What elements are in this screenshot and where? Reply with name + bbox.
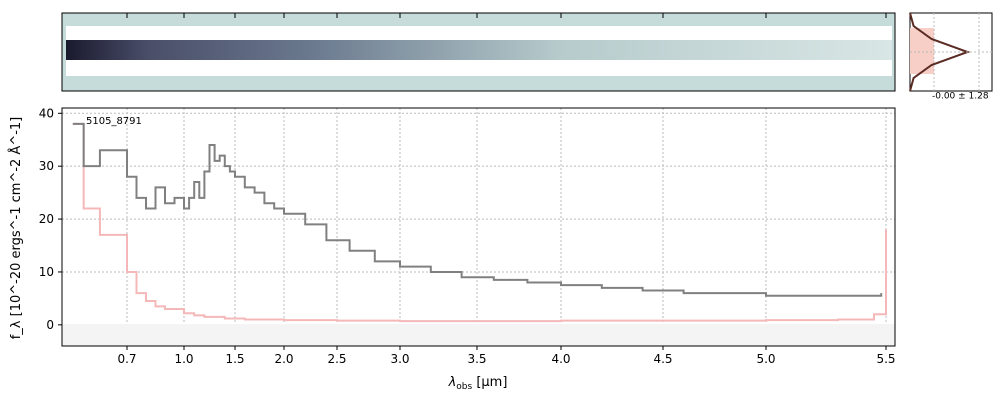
zero-band <box>62 324 895 346</box>
x-tick-label: 1.5 <box>225 352 244 366</box>
profile-annotation: -0.00 ± 1.28 <box>932 92 989 102</box>
x-tick-label: 2.0 <box>274 352 293 366</box>
x-axis-label-sub: obs <box>456 382 472 392</box>
x-axis-label-main: λ <box>448 375 457 390</box>
x-tick-label: 5.5 <box>876 352 895 366</box>
x-tick-label: 1.0 <box>174 352 193 366</box>
x-tick-label: 4.0 <box>551 352 570 366</box>
spectrum-2d-ticks <box>126 13 887 18</box>
x-ticks: 0.7 1.0 1.5 2.0 2.5 3.0 3.5 4.0 4.5 5.0 5.5 <box>117 346 896 366</box>
spectrum-2d-frame <box>61 12 896 92</box>
series-flux <box>72 122 883 297</box>
x-tick-label: 4.5 <box>653 352 672 366</box>
x-axis-label-unit: [μm] <box>472 375 507 390</box>
y-tick-label: 10 <box>39 265 54 279</box>
y-tick-label: 20 <box>39 212 54 226</box>
y-tick-label: 0 <box>46 318 54 332</box>
spectrum-2d-panel <box>61 12 896 92</box>
x-tick-label: 3.0 <box>390 352 409 366</box>
x-tick-label: 3.5 <box>467 352 486 366</box>
y-tick-label: 40 <box>39 106 54 120</box>
spectrum-2d-trace-core <box>66 40 892 60</box>
profile-panel: -0.00 ± 1.28 <box>909 12 993 102</box>
plot-frame <box>61 107 896 347</box>
object-label: 5105_8791 <box>86 116 142 127</box>
x-tick-label: 0.7 <box>117 352 136 366</box>
y-tick-label: 30 <box>39 159 54 173</box>
y-ticks: 0 10 20 30 40 <box>39 106 62 332</box>
x-tick-label: 5.0 <box>756 352 775 366</box>
spectrum-1d-panel: 0.7 1.0 1.5 2.0 2.5 3.0 3.5 4.0 4.5 5.0 5.5 0 10 20 3… <box>8 106 896 392</box>
series-uncertainty <box>72 122 887 323</box>
x-axis-label: λobs [μm] <box>448 375 508 392</box>
y-axis-label: f_λ [10^-20 ergs^-1 cm^-2 Å^-1] <box>8 117 24 340</box>
x-tick-label: 2.5 <box>327 352 346 366</box>
plot-area <box>62 108 895 346</box>
